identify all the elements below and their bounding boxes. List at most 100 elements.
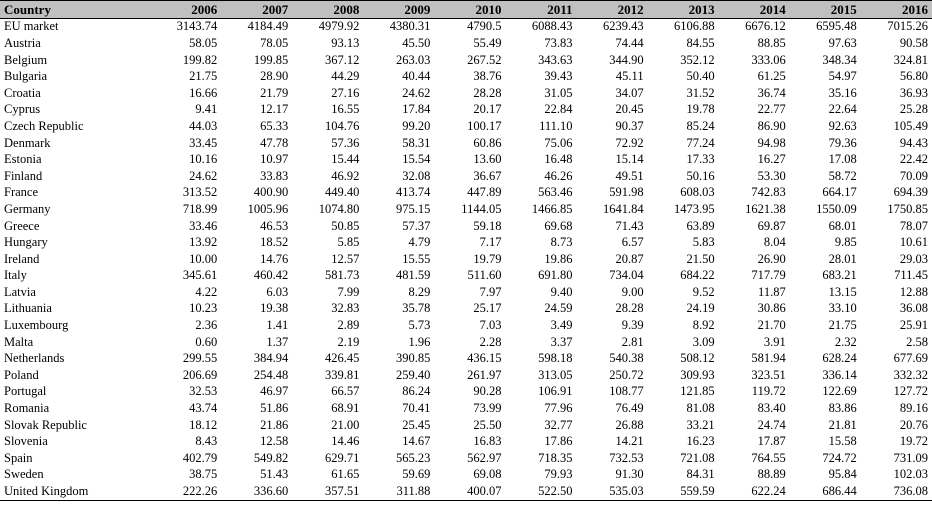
country-cell: Sweden bbox=[4, 467, 44, 482]
country-cell: Denmark bbox=[4, 135, 51, 150]
value-cell: 46.53 bbox=[260, 218, 289, 233]
value-cell: 19.79 bbox=[473, 251, 502, 266]
country-cell: Germany bbox=[4, 201, 51, 216]
value-cell: 70.09 bbox=[899, 168, 928, 183]
value-cell: 10.97 bbox=[260, 152, 289, 167]
value-cell: 24.19 bbox=[686, 301, 715, 316]
table-row: Finland 24.62 33.83 46.92 32.08 36.67 46.26 49.… bbox=[0, 168, 932, 185]
value-cell: 43.74 bbox=[189, 401, 218, 416]
value-cell: 33.21 bbox=[686, 417, 715, 432]
value-cell: 384.94 bbox=[253, 351, 289, 366]
value-cell: 15.54 bbox=[402, 152, 431, 167]
column-header-year: 2008 bbox=[292, 0, 364, 19]
value-cell: 44.29 bbox=[331, 69, 360, 84]
country-cell: Romania bbox=[4, 401, 50, 416]
value-cell: 77.96 bbox=[544, 401, 573, 416]
value-cell: 332.32 bbox=[893, 367, 928, 382]
value-cell: 47.78 bbox=[260, 135, 289, 150]
country-cell: Austria bbox=[4, 35, 41, 50]
value-cell: 664.17 bbox=[822, 185, 857, 200]
value-cell: 39.43 bbox=[544, 69, 573, 84]
value-cell: 734.04 bbox=[609, 268, 644, 283]
value-cell: 4.79 bbox=[408, 235, 431, 250]
value-cell: 3.37 bbox=[550, 334, 573, 349]
value-cell: 254.48 bbox=[253, 367, 289, 382]
value-cell: 8.92 bbox=[692, 318, 715, 333]
value-cell: 267.52 bbox=[467, 52, 502, 67]
country-cell: Slovak Republic bbox=[4, 417, 87, 432]
value-cell: 2.81 bbox=[621, 334, 644, 349]
table-row: Croatia 16.66 21.79 27.16 24.62 28.28 31.05 34.… bbox=[0, 85, 932, 102]
value-cell: 38.76 bbox=[473, 69, 502, 84]
value-cell: 622.24 bbox=[718, 483, 790, 501]
value-cell: 90.28 bbox=[473, 384, 502, 399]
value-cell: 508.12 bbox=[680, 351, 715, 366]
value-cell: 79.93 bbox=[544, 467, 573, 482]
column-header-year: 2012 bbox=[576, 0, 648, 19]
value-cell: 717.79 bbox=[751, 268, 786, 283]
column-header-year: 2009 bbox=[363, 0, 435, 19]
value-cell: 711.45 bbox=[894, 268, 928, 283]
value-cell: 63.89 bbox=[686, 218, 715, 233]
value-cell: 58.72 bbox=[828, 168, 857, 183]
value-cell: 91.30 bbox=[615, 467, 644, 482]
value-cell: 259.40 bbox=[396, 367, 431, 382]
value-cell: 12.57 bbox=[331, 251, 360, 266]
value-cell: 94.43 bbox=[899, 135, 928, 150]
country-cell: Estonia bbox=[4, 152, 42, 167]
column-header-year: 2006 bbox=[150, 0, 222, 19]
country-cell: United Kingdom bbox=[0, 483, 151, 501]
value-cell: 2.28 bbox=[479, 334, 502, 349]
value-cell: 16.66 bbox=[189, 85, 218, 100]
value-cell: 2.36 bbox=[195, 318, 218, 333]
value-cell: 7.17 bbox=[479, 235, 502, 250]
value-cell: 7.03 bbox=[479, 318, 502, 333]
value-cell: 25.28 bbox=[899, 102, 928, 117]
value-cell: 32.83 bbox=[331, 301, 360, 316]
value-cell: 73.83 bbox=[544, 35, 573, 50]
value-cell: 367.12 bbox=[324, 52, 360, 67]
value-cell: 323.51 bbox=[751, 367, 786, 382]
value-cell: 563.46 bbox=[538, 185, 573, 200]
value-cell: 732.53 bbox=[609, 450, 644, 465]
country-cell: Latvia bbox=[4, 284, 36, 299]
value-cell: 21.50 bbox=[686, 251, 715, 266]
value-cell: 61.65 bbox=[331, 467, 360, 482]
value-cell: 86.90 bbox=[757, 118, 786, 133]
value-cell: 16.55 bbox=[331, 102, 360, 117]
value-cell: 24.62 bbox=[189, 168, 218, 183]
value-cell: 591.98 bbox=[609, 185, 644, 200]
value-cell: 36.74 bbox=[757, 85, 786, 100]
country-cell: Lithuania bbox=[4, 301, 52, 316]
value-cell: 4790.5 bbox=[467, 19, 502, 34]
value-cell: 95.84 bbox=[828, 467, 857, 482]
column-header-year: 2013 bbox=[647, 0, 719, 19]
table-row: Greece 33.46 46.53 50.85 57.37 59.18 69.68 71.4… bbox=[0, 218, 932, 235]
value-cell: 33.83 bbox=[260, 168, 289, 183]
value-cell: 6239.43 bbox=[602, 19, 644, 34]
value-cell: 598.18 bbox=[538, 351, 573, 366]
table-row: Czech Republic 44.03 65.33 104.76 99.20 100.1… bbox=[0, 118, 932, 135]
value-cell: 83.86 bbox=[828, 401, 857, 416]
value-cell: 336.60 bbox=[221, 483, 293, 501]
column-header-year: 2010 bbox=[434, 0, 506, 19]
value-cell: 97.63 bbox=[828, 35, 857, 50]
value-cell: 34.07 bbox=[615, 85, 644, 100]
value-cell: 94.98 bbox=[757, 135, 786, 150]
value-cell: 35.16 bbox=[828, 85, 857, 100]
country-cell: Croatia bbox=[4, 85, 41, 100]
value-cell: 73.99 bbox=[473, 401, 502, 416]
value-cell: 33.46 bbox=[189, 218, 218, 233]
value-cell: 22.84 bbox=[544, 102, 573, 117]
value-cell: 32.08 bbox=[402, 168, 431, 183]
value-cell: 333.06 bbox=[751, 52, 786, 67]
value-cell: 61.25 bbox=[757, 69, 786, 84]
value-cell: 84.55 bbox=[686, 35, 715, 50]
value-cell: 199.85 bbox=[253, 52, 289, 67]
value-cell: 250.72 bbox=[609, 367, 644, 382]
value-cell: 1466.85 bbox=[531, 201, 573, 216]
value-cell: 511.60 bbox=[467, 268, 502, 283]
value-cell: 9.85 bbox=[834, 235, 857, 250]
value-cell: 522.50 bbox=[505, 483, 577, 501]
value-cell: 76.49 bbox=[615, 401, 644, 416]
